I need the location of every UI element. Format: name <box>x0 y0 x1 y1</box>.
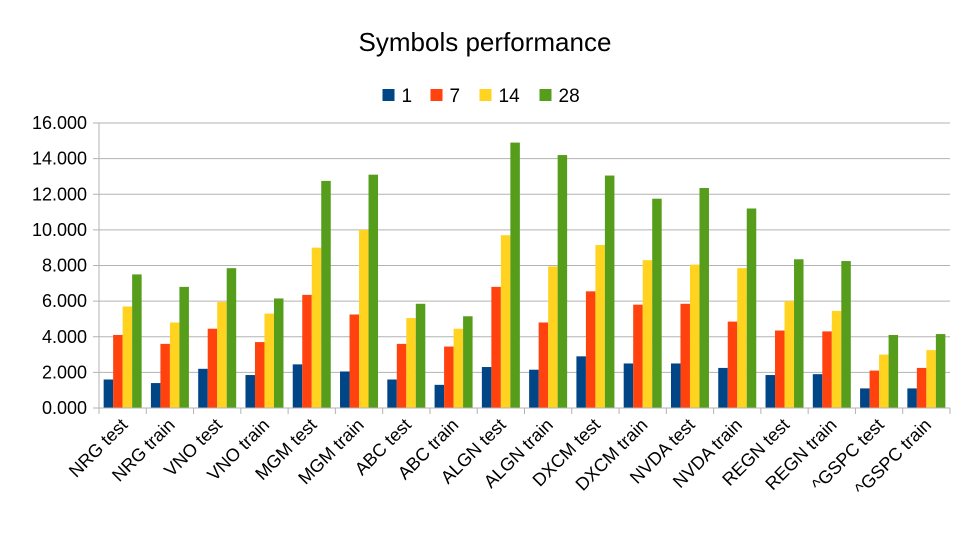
bars <box>103 142 946 408</box>
bar <box>794 259 804 408</box>
bar <box>510 142 520 408</box>
y-tick-label: 10.000 <box>32 220 87 240</box>
bar <box>935 334 946 408</box>
y-tick-label: 14.000 <box>32 149 87 169</box>
bar <box>406 318 416 408</box>
y-axis: 0.000 2.000 4.000 6.000 8.000 10.000 12.000 14.… <box>32 113 100 418</box>
bar <box>557 155 568 408</box>
bar <box>689 264 700 408</box>
bar <box>179 286 189 408</box>
bar <box>226 268 237 408</box>
bar <box>746 208 757 408</box>
bar <box>879 354 889 408</box>
bar <box>841 261 851 408</box>
bar <box>604 175 615 408</box>
bar <box>349 314 360 408</box>
bar <box>500 235 511 408</box>
bar <box>623 363 634 408</box>
bar <box>207 328 218 408</box>
bar <box>680 303 690 408</box>
bar <box>718 367 728 408</box>
bar <box>699 188 709 408</box>
bar <box>264 313 274 408</box>
y-tick-label: 12.000 <box>32 184 87 204</box>
legend-swatch <box>539 89 552 101</box>
bar <box>529 369 539 408</box>
bar <box>869 370 880 408</box>
bar <box>103 379 114 408</box>
bar <box>784 301 795 408</box>
bar <box>916 367 927 408</box>
bar <box>642 260 653 408</box>
y-tick-label: 6.000 <box>42 291 87 311</box>
bar <box>670 363 681 408</box>
bar <box>132 274 142 408</box>
bar <box>273 298 284 408</box>
bar <box>831 310 842 408</box>
y-tick-label: 2.000 <box>42 362 87 382</box>
bar <box>538 322 549 408</box>
bar <box>245 375 255 408</box>
bar <box>415 303 426 408</box>
bar <box>311 247 322 408</box>
bar <box>321 180 331 408</box>
bar <box>633 304 643 408</box>
bar <box>340 371 350 408</box>
legend: 1 7 14 28 <box>382 86 580 107</box>
legend-label: 1 <box>402 86 413 107</box>
bar <box>907 388 917 408</box>
bar <box>737 268 747 408</box>
bar <box>387 379 397 408</box>
bar <box>122 306 133 408</box>
bar <box>860 388 870 408</box>
bar <box>368 174 379 408</box>
y-tick-label: 8.000 <box>42 256 87 276</box>
legend-swatch <box>430 89 443 101</box>
bar <box>926 350 936 408</box>
bar <box>434 384 445 408</box>
legend-swatch <box>382 89 395 101</box>
bar <box>727 321 738 408</box>
y-tick-label: 0.000 <box>42 398 87 418</box>
legend-label: 28 <box>559 86 580 107</box>
y-tick-label: 4.000 <box>42 327 87 347</box>
legend-label: 7 <box>450 86 461 107</box>
bar <box>888 334 899 408</box>
bar <box>576 356 586 408</box>
legend-swatch <box>479 89 492 101</box>
legend-label: 14 <box>499 86 521 107</box>
bar <box>652 198 662 408</box>
bar <box>453 328 464 408</box>
bar <box>812 374 823 408</box>
bar <box>775 330 785 408</box>
bar <box>160 343 170 408</box>
y-tick-label: 16.000 <box>32 113 87 133</box>
bar <box>548 266 558 408</box>
bar <box>302 294 312 408</box>
chart-title: Symbols performance <box>359 27 612 57</box>
bar <box>595 245 605 408</box>
bar <box>169 322 180 408</box>
bar <box>292 364 303 408</box>
bar <box>359 229 369 408</box>
bar <box>481 367 492 408</box>
grid <box>99 122 950 409</box>
bar <box>491 286 501 408</box>
bar <box>396 343 407 408</box>
bar <box>254 342 265 408</box>
bar <box>150 383 161 408</box>
bar <box>822 331 832 408</box>
bar <box>217 302 227 408</box>
bar <box>585 291 596 408</box>
bar <box>113 334 123 408</box>
bar <box>463 316 473 408</box>
bar <box>765 375 776 408</box>
bar <box>198 368 208 408</box>
bar <box>444 346 454 408</box>
